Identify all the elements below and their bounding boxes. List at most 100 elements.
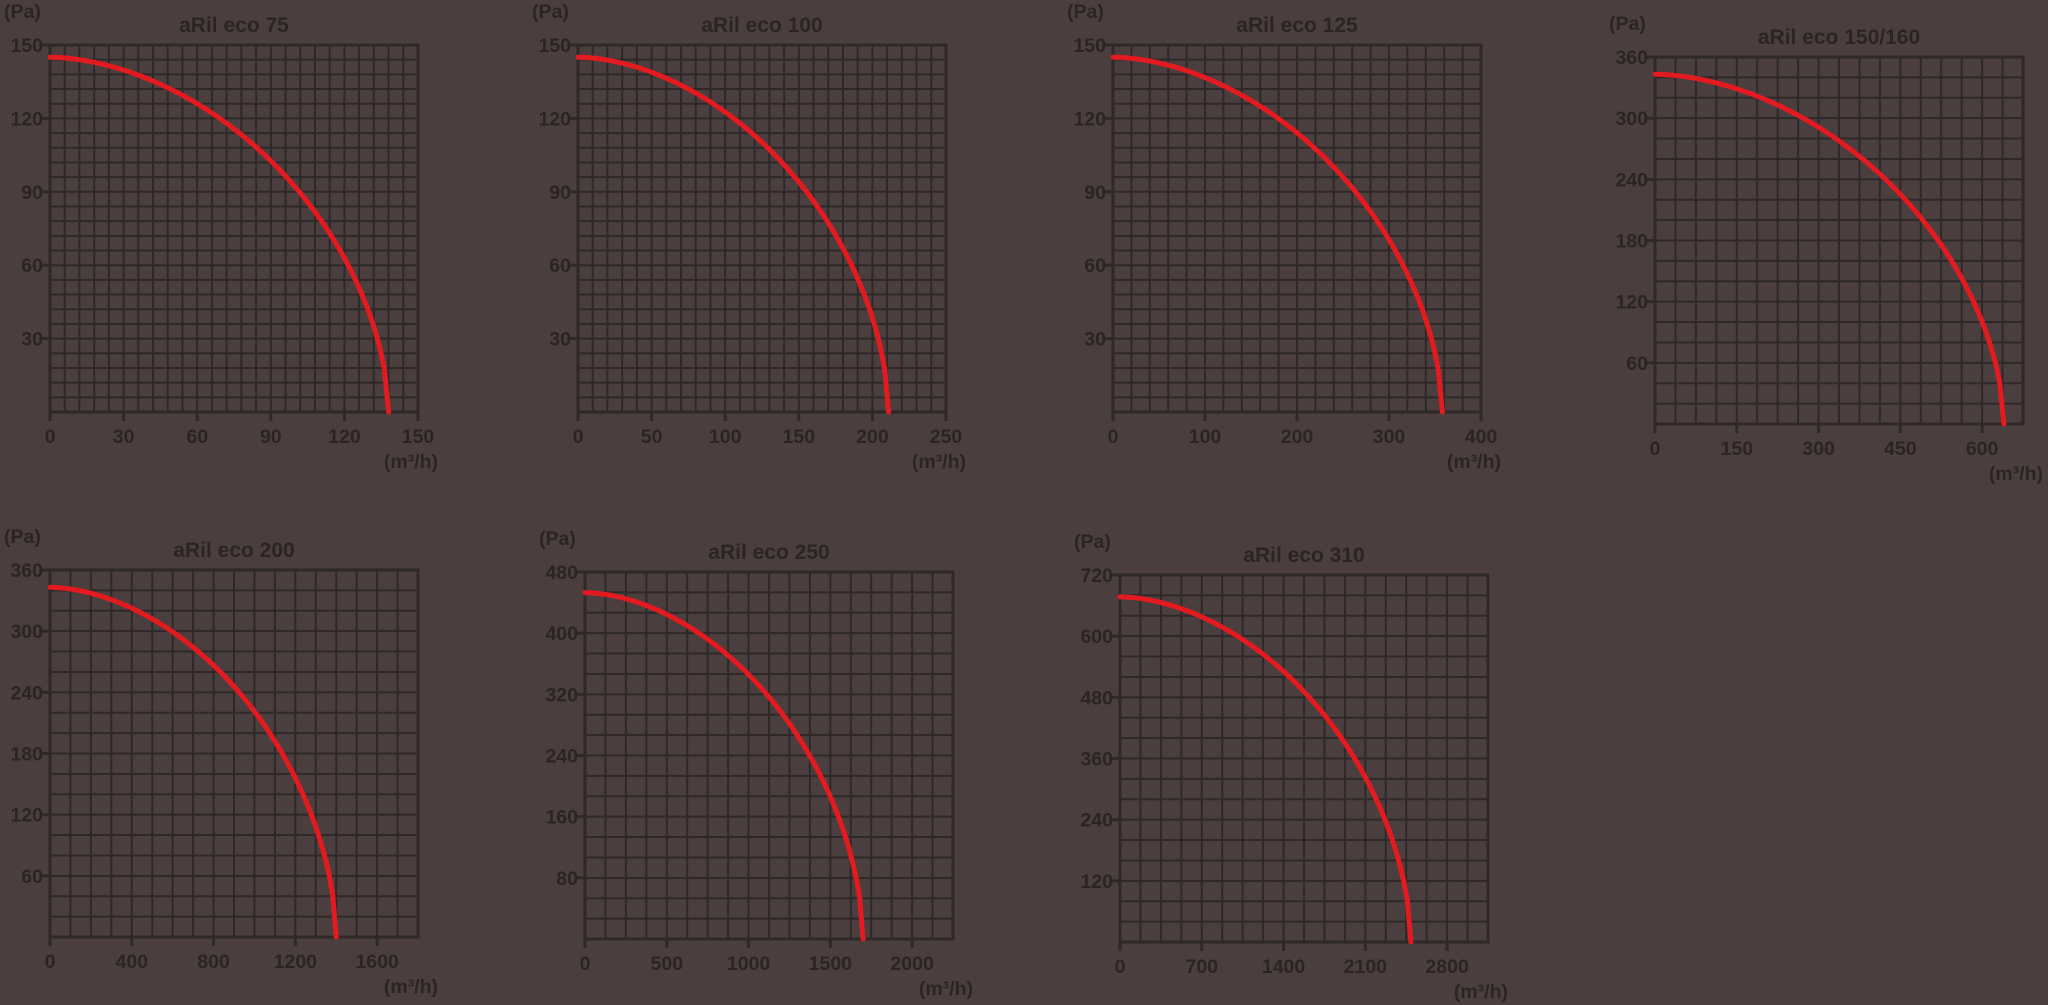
grid (578, 45, 946, 412)
y-axis: 360 300 240 180 120 60 (1615, 47, 1655, 375)
y-tick-label: 300 (10, 621, 43, 643)
x-axis: 0 700 1400 2100 2800 (1115, 942, 1469, 978)
y-axis: 150 120 90 60 30 (1073, 35, 1113, 351)
x-tick-label: 0 (1650, 438, 1661, 460)
chart-svg: aRil eco 100 (Pa) (m³/h) 150 120 90 60 30 0 50 100… (532, 1, 966, 473)
x-tick-label: 400 (1465, 426, 1498, 448)
pressure-unit-label: (Pa) (1609, 13, 1646, 35)
x-tick-label: 150 (1721, 438, 1754, 460)
pressure-unit-label: (Pa) (532, 1, 569, 23)
x-tick-label: 0 (580, 953, 591, 975)
fan-curve (575, 54, 892, 415)
y-tick-label: 60 (1084, 255, 1106, 277)
x-tick-label: 0 (1108, 426, 1119, 448)
x-tick-label: 2800 (1425, 956, 1469, 978)
chart-svg: aRil eco 310 (Pa) (m³/h) 720 600 480 360 240 120… (1074, 531, 1508, 1003)
y-tick-label: 720 (1080, 565, 1113, 587)
chart-aril-eco-250: aRil eco 250 (Pa) (m³/h) 480 400 320 240 160 80 0… (535, 527, 1005, 1005)
y-tick-label: 150 (10, 35, 43, 57)
y-tick-label: 30 (549, 329, 571, 351)
grid (1113, 45, 1481, 412)
chart-title: aRil eco 250 (708, 541, 829, 564)
x-tick-label: 0 (573, 426, 584, 448)
chart-title: aRil eco 200 (173, 539, 294, 562)
flow-unit-label: (m³/h) (919, 978, 973, 1000)
x-tick-label: 400 (116, 951, 149, 973)
x-axis: 0 30 60 90 120 150 (45, 412, 435, 448)
x-tick-label: 250 (930, 426, 963, 448)
chart-title: aRil eco 150/160 (1758, 26, 1920, 49)
y-tick-label: 90 (21, 182, 43, 204)
x-tick-label: 600 (1966, 438, 1999, 460)
chart-aril-eco-200: aRil eco 200 (Pa) (m³/h) 360 300 240 180 120 60 0… (0, 525, 470, 1005)
chart-title: aRil eco 125 (1236, 14, 1358, 37)
x-tick-label: 150 (402, 426, 435, 448)
y-tick-label: 240 (1615, 169, 1648, 191)
flow-unit-label: (m³/h) (1447, 451, 1501, 473)
chart-title: aRil eco 75 (179, 14, 289, 37)
y-tick-label: 90 (549, 182, 571, 204)
y-tick-label: 180 (10, 744, 43, 766)
y-axis: 360 300 240 180 120 60 (10, 560, 50, 888)
chart-aril-eco-100: aRil eco 100 (Pa) (m³/h) 150 120 90 60 30 0 50 100… (528, 0, 998, 500)
y-tick-label: 30 (21, 329, 43, 351)
x-tick-label: 2100 (1344, 956, 1388, 978)
y-tick-label: 240 (1080, 810, 1113, 832)
x-tick-label: 150 (783, 426, 816, 448)
chart-aril-eco-310: aRil eco 310 (Pa) (m³/h) 720 600 480 360 240 120… (1070, 530, 1540, 1005)
x-tick-label: 120 (328, 426, 361, 448)
grid (50, 45, 418, 412)
y-tick-label: 150 (1073, 35, 1106, 57)
pressure-unit-label: (Pa) (4, 526, 41, 548)
y-tick-label: 600 (1080, 626, 1113, 648)
y-tick-label: 480 (1080, 687, 1113, 709)
y-tick-label: 120 (1073, 108, 1106, 130)
x-axis: 0 150 300 450 600 (1650, 424, 1999, 460)
flow-unit-label: (m³/h) (912, 451, 966, 473)
x-axis: 0 500 1000 1500 2000 (580, 939, 934, 975)
pressure-unit-label: (Pa) (539, 528, 576, 550)
y-axis: 720 600 480 360 240 120 (1080, 565, 1120, 893)
grid (1120, 575, 1488, 942)
y-tick-label: 160 (545, 807, 578, 829)
x-axis: 0 50 100 150 200 250 (573, 412, 963, 448)
y-tick-label: 360 (1080, 749, 1113, 771)
chart-svg: aRil eco 250 (Pa) (m³/h) 480 400 320 240 160 80 0… (539, 528, 973, 1000)
y-axis: 150 120 90 60 30 (538, 35, 578, 351)
chart-aril-eco-150-160: aRil eco 150/160 (Pa) (m³/h) 360 300 240 180 12… (1605, 12, 2048, 512)
x-tick-label: 1000 (727, 953, 771, 975)
y-tick-label: 90 (1084, 182, 1106, 204)
x-tick-label: 0 (45, 426, 56, 448)
y-tick-label: 360 (1615, 47, 1648, 69)
y-tick-label: 120 (10, 108, 43, 130)
grid (585, 572, 953, 939)
pressure-unit-label: (Pa) (4, 1, 41, 23)
x-tick-label: 60 (186, 426, 208, 448)
fan-curve (582, 590, 866, 942)
chart-aril-eco-125: aRil eco 125 (Pa) (m³/h) 150 120 90 60 30 0 100 20… (1063, 0, 1533, 500)
y-tick-label: 80 (556, 868, 578, 890)
chart-title: aRil eco 310 (1243, 544, 1364, 567)
y-tick-label: 60 (21, 255, 43, 277)
y-tick-label: 480 (545, 562, 578, 584)
y-axis: 480 400 320 240 160 80 (545, 562, 585, 890)
grid (1655, 57, 2023, 424)
fan-curve (47, 584, 339, 940)
x-tick-label: 700 (1186, 956, 1219, 978)
fan-curve (47, 54, 392, 415)
fan-curve (1117, 594, 1414, 945)
x-tick-label: 1200 (274, 951, 318, 973)
y-tick-label: 400 (545, 623, 578, 645)
chart-title: aRil eco 100 (701, 14, 822, 37)
x-tick-label: 200 (856, 426, 889, 448)
y-tick-label: 360 (10, 560, 43, 582)
fan-curve (1110, 54, 1445, 415)
chart-svg: aRil eco 150/160 (Pa) (m³/h) 360 300 240 180 12… (1609, 13, 2043, 485)
chart-svg: aRil eco 200 (Pa) (m³/h) 360 300 240 180 120 60 0… (4, 526, 438, 998)
chart-svg: aRil eco 75 (Pa) (m³/h) 150 120 90 60 30 0 30 60 90… (4, 1, 438, 473)
x-axis: 0 100 200 300 400 (1108, 412, 1498, 448)
y-tick-label: 60 (1626, 353, 1648, 375)
fan-curve (1652, 71, 2007, 427)
x-tick-label: 450 (1884, 438, 1917, 460)
